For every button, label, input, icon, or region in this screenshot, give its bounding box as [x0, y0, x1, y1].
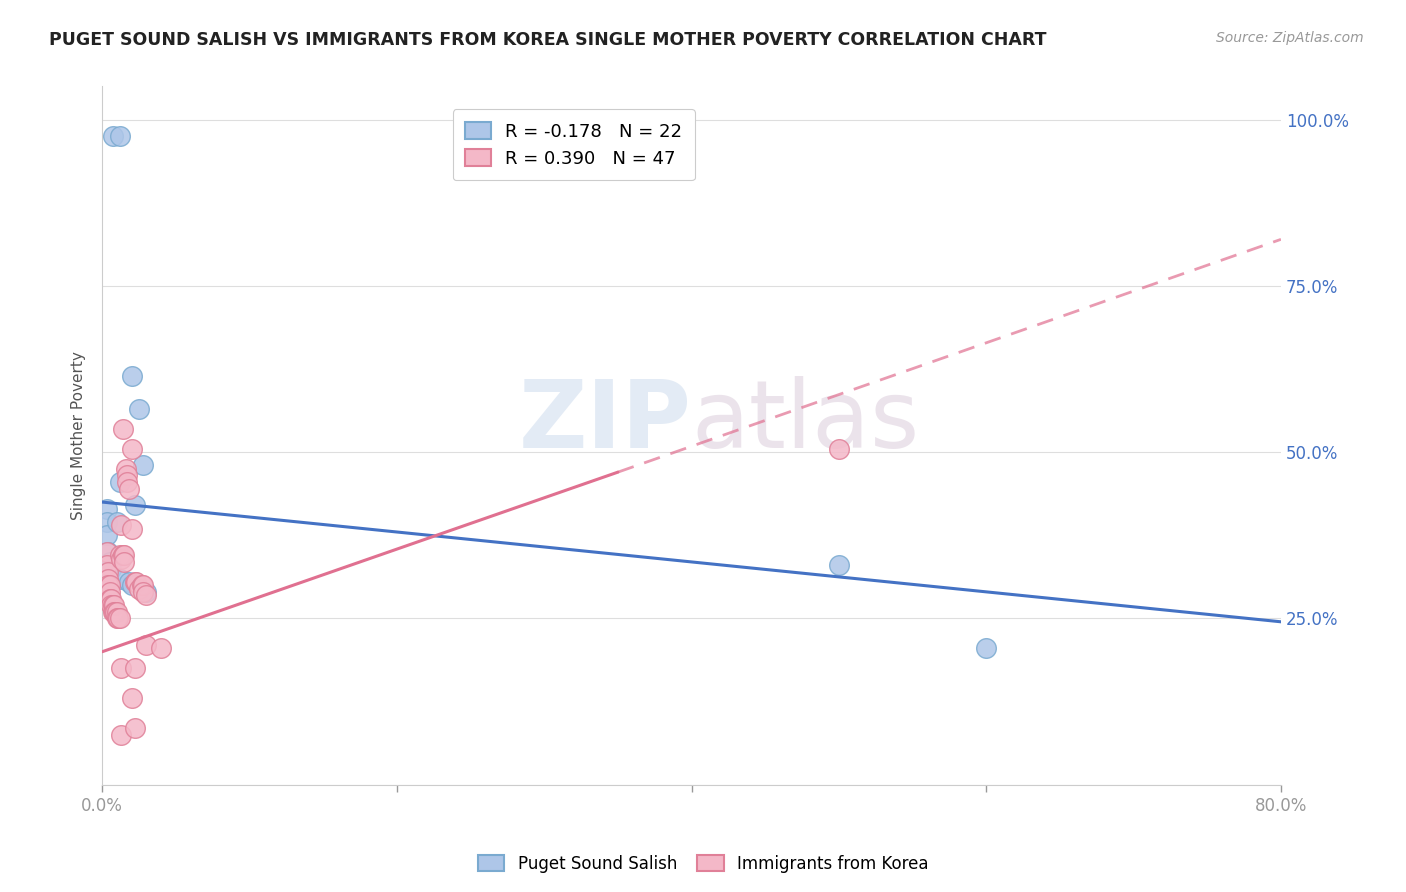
Point — [108, 475, 131, 489]
Point — [135, 588, 157, 602]
Legend: Puget Sound Salish, Immigrants from Korea: Puget Sound Salish, Immigrants from Kore… — [471, 848, 935, 880]
Y-axis label: Single Mother Poverty: Single Mother Poverty — [72, 351, 86, 520]
Point — [98, 555, 121, 569]
Point — [100, 591, 122, 606]
Point — [112, 555, 135, 569]
Point — [150, 641, 173, 656]
Point — [100, 598, 122, 612]
Point — [121, 368, 143, 383]
Point — [101, 598, 124, 612]
Point — [124, 661, 146, 675]
Point — [118, 574, 141, 589]
Point — [96, 515, 118, 529]
Point — [135, 585, 157, 599]
Point — [108, 549, 131, 563]
Point — [121, 442, 143, 456]
Point — [111, 549, 134, 563]
Point — [121, 578, 143, 592]
Point — [101, 129, 124, 144]
Point — [121, 522, 143, 536]
Text: PUGET SOUND SALISH VS IMMIGRANTS FROM KOREA SINGLE MOTHER POVERTY CORRELATION CH: PUGET SOUND SALISH VS IMMIGRANTS FROM KO… — [49, 31, 1046, 49]
Point — [124, 499, 146, 513]
Text: ZIP: ZIP — [519, 376, 692, 467]
Point — [135, 638, 157, 652]
Point — [128, 401, 150, 416]
Point — [103, 605, 125, 619]
Point — [98, 585, 121, 599]
Point — [828, 558, 851, 573]
Point — [108, 572, 131, 586]
Point — [110, 661, 132, 675]
Point — [828, 442, 851, 456]
Point — [108, 611, 131, 625]
Point — [105, 515, 128, 529]
Point — [132, 585, 155, 599]
Point — [114, 462, 136, 476]
Point — [96, 558, 118, 573]
Point — [111, 422, 134, 436]
Point — [96, 501, 118, 516]
Point — [100, 561, 122, 575]
Point — [117, 475, 139, 489]
Point — [107, 611, 129, 625]
Point — [101, 605, 124, 619]
Point — [97, 545, 120, 559]
Point — [105, 611, 128, 625]
Point — [112, 549, 135, 563]
Text: Source: ZipAtlas.com: Source: ZipAtlas.com — [1216, 31, 1364, 45]
Point — [974, 641, 997, 656]
Point — [108, 129, 131, 144]
Text: atlas: atlas — [692, 376, 920, 467]
Point — [124, 721, 146, 735]
Point — [128, 582, 150, 596]
Point — [104, 605, 127, 619]
Point — [103, 598, 125, 612]
Point — [98, 591, 121, 606]
Point — [117, 468, 139, 483]
Point — [97, 572, 120, 586]
Point — [121, 691, 143, 706]
Point — [96, 565, 118, 579]
Point — [125, 574, 148, 589]
Point — [96, 545, 118, 559]
Point — [110, 551, 132, 566]
Point — [132, 578, 155, 592]
Point — [132, 458, 155, 473]
Point — [96, 578, 118, 592]
Point — [110, 728, 132, 742]
Point — [124, 574, 146, 589]
Point — [98, 578, 121, 592]
Point — [110, 518, 132, 533]
Point — [118, 482, 141, 496]
Legend: R = -0.178   N = 22, R = 0.390   N = 47: R = -0.178 N = 22, R = 0.390 N = 47 — [453, 110, 695, 180]
Point — [131, 578, 153, 592]
Point — [105, 605, 128, 619]
Point — [97, 578, 120, 592]
Point — [96, 528, 118, 542]
Point — [97, 565, 120, 579]
